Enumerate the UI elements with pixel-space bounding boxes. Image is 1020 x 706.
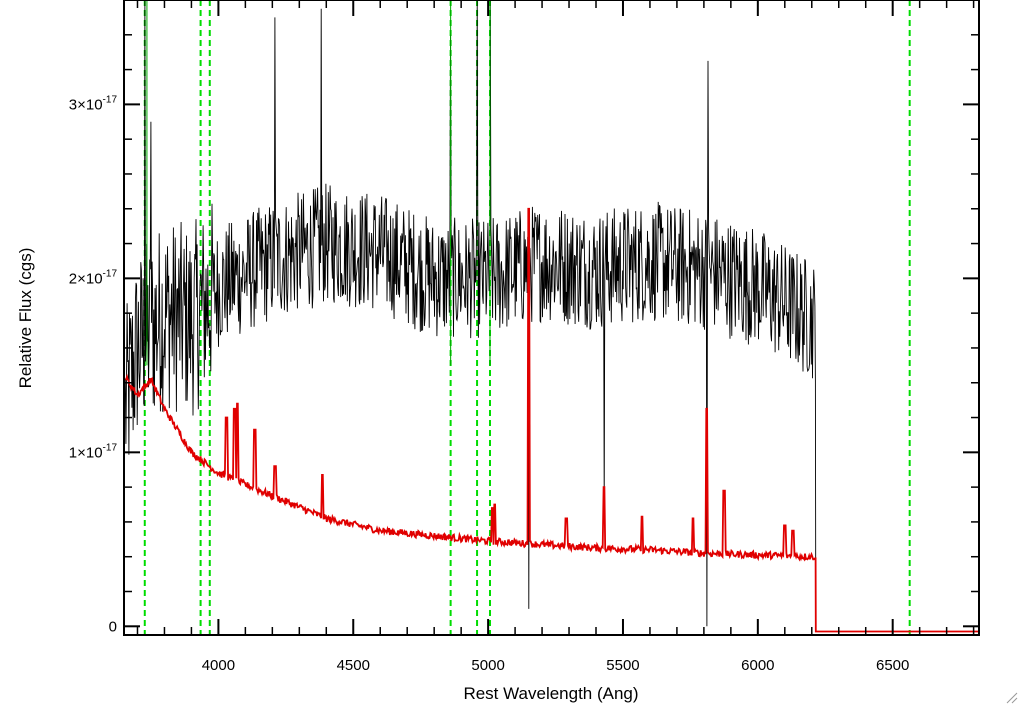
x-tick-label: 5000 xyxy=(471,657,504,674)
x-tick-label: 5500 xyxy=(606,657,639,674)
model-spectrum-series xyxy=(125,207,979,633)
x-axis-title: Rest Wavelength (Ang) xyxy=(463,684,638,703)
x-tick-label: 6000 xyxy=(741,657,774,674)
y-tick-label: 1×10-17 xyxy=(69,442,118,461)
plot-border xyxy=(123,0,980,636)
y-tick-label: 0 xyxy=(109,618,117,635)
x-tick-label: 6500 xyxy=(876,657,909,674)
x-tick-label: 4000 xyxy=(202,657,235,674)
resize-grip-icon[interactable] xyxy=(1004,690,1018,704)
y-tick-label: 2×10-17 xyxy=(69,268,118,287)
x-axis-ticks: 4000 4500 5000 5500 6000 6500 xyxy=(136,0,975,674)
observed-spectrum-series xyxy=(124,0,817,627)
observed-spectrum-line xyxy=(124,0,817,627)
y-axis-title: Relative Flux (cgs) xyxy=(16,248,35,389)
y-axis-ticks: 0 1×10-17 2×10-17 3×10-17 xyxy=(69,34,979,635)
y-tick-label: 3×10-17 xyxy=(69,94,118,113)
x-tick-label: 4500 xyxy=(337,657,370,674)
plot-frame xyxy=(123,0,980,636)
model-spectrum-line xyxy=(125,207,979,633)
